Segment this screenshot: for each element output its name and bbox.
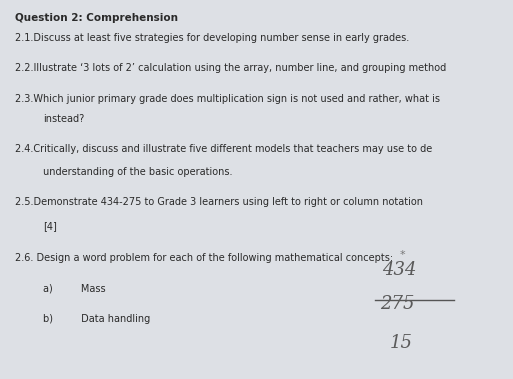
Text: 2.2.Illustrate ‘3 lots of 2’ calculation using the array, number line, and group: 2.2.Illustrate ‘3 lots of 2’ calculation… [15,63,447,74]
Text: 434: 434 [382,261,417,279]
Text: instead?: instead? [43,114,85,124]
Text: a)         Mass: a) Mass [43,283,106,294]
Text: understanding of the basic operations.: understanding of the basic operations. [43,167,233,177]
Text: *: * [400,250,406,260]
Text: 2.1.Discuss at least five strategies for developing number sense in early grades: 2.1.Discuss at least five strategies for… [15,33,409,43]
Text: 15: 15 [389,334,412,352]
Text: [4]: [4] [43,221,57,232]
Text: 275: 275 [380,295,415,313]
Text: 2.6. Design a word problem for each of the following mathematical concepts:: 2.6. Design a word problem for each of t… [15,254,393,263]
Text: Question 2: Comprehension: Question 2: Comprehension [15,13,179,23]
Text: 2.5.Demonstrate 434-275 to Grade 3 learners using left to right or column notati: 2.5.Demonstrate 434-275 to Grade 3 learn… [15,197,423,207]
Text: 2.3.Which junior primary grade does multiplication sign is not used and rather, : 2.3.Which junior primary grade does mult… [15,94,440,103]
Text: b)         Data handling: b) Data handling [43,314,150,324]
Text: 2.4.Critically, discuss and illustrate five different models that teachers may u: 2.4.Critically, discuss and illustrate f… [15,144,432,154]
